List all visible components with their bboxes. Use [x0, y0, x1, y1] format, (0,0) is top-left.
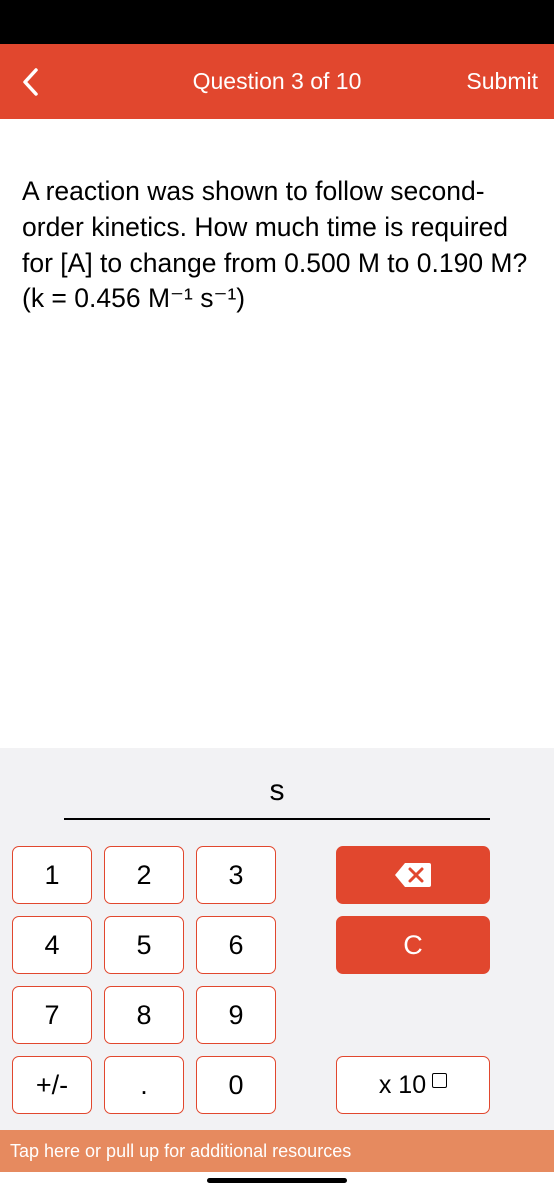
back-button[interactable]: [0, 44, 60, 119]
question-text: A reaction was shown to follow second-or…: [22, 174, 532, 317]
keypad: 1 2 3 4 5 6 7 8 9 +/- . 0 C x 1: [0, 840, 554, 1130]
home-indicator-area: [0, 1172, 554, 1200]
key-3[interactable]: 3: [196, 846, 276, 904]
exponent-button[interactable]: x 10: [336, 1056, 490, 1114]
keypad-right: C x 10: [336, 846, 490, 1114]
question-area: A reaction was shown to follow second-or…: [0, 119, 554, 317]
clear-button[interactable]: C: [336, 916, 490, 974]
key-1[interactable]: 1: [12, 846, 92, 904]
backspace-button[interactable]: [336, 846, 490, 904]
exponent-box-icon: [432, 1073, 447, 1088]
key-2[interactable]: 2: [104, 846, 184, 904]
answer-section: s 1 2 3 4 5 6 7 8 9 +/- . 0 C: [0, 748, 554, 1130]
resources-hint[interactable]: Tap here or pull up for additional resou…: [0, 1130, 554, 1172]
key-6[interactable]: 6: [196, 916, 276, 974]
key-0[interactable]: 0: [196, 1056, 276, 1114]
key-9[interactable]: 9: [196, 986, 276, 1044]
answer-unit: s: [270, 774, 285, 807]
key-sign[interactable]: +/-: [12, 1056, 92, 1114]
home-indicator: [207, 1178, 347, 1183]
answer-display[interactable]: s: [64, 774, 490, 820]
key-8[interactable]: 8: [104, 986, 184, 1044]
submit-button[interactable]: Submit: [466, 68, 538, 95]
exponent-label: x 10: [379, 1071, 426, 1100]
chevron-left-icon: [21, 67, 39, 97]
key-decimal[interactable]: .: [104, 1056, 184, 1114]
backspace-icon: [393, 861, 433, 889]
key-4[interactable]: 4: [12, 916, 92, 974]
keypad-numbers: 1 2 3 4 5 6 7 8 9 +/- . 0: [12, 846, 276, 1114]
key-5[interactable]: 5: [104, 916, 184, 974]
status-bar: [0, 0, 554, 44]
key-7[interactable]: 7: [12, 986, 92, 1044]
header-bar: Question 3 of 10 Submit: [0, 44, 554, 119]
